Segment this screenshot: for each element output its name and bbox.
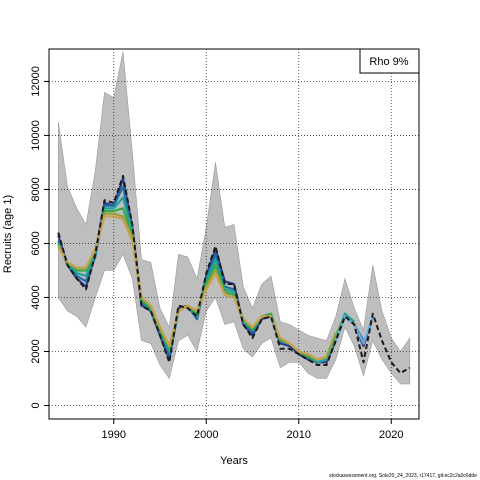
y-tick-label: 10000 (30, 120, 42, 151)
legend: Rho 9% (359, 48, 420, 74)
axes: 1990 2000 2010 2020 0 2000 4000 6000 8000 10000 12… (30, 66, 403, 441)
y-tick-label: 12000 (30, 66, 42, 97)
x-tick-label: 1990 (102, 429, 126, 441)
footer-credit: stockassessment.org, Sole20_24_2023, r17… (329, 473, 477, 479)
confidence-band-area (58, 51, 411, 385)
y-tick-label: 2000 (30, 339, 42, 363)
series-lines (57, 174, 411, 375)
y-tick-label: 8000 (30, 177, 42, 201)
x-axis-label: Years (220, 455, 248, 467)
plot-frame (48, 48, 420, 420)
y-axis-label: Recruits (age 1) (2, 195, 14, 273)
x-tick-label: 2020 (379, 429, 403, 441)
y-tick-label: 0 (30, 402, 42, 408)
y-tick-label: 6000 (30, 231, 42, 255)
x-tick-label: 2010 (287, 429, 311, 441)
legend-box (359, 48, 420, 74)
confidence-band (58, 51, 411, 385)
legend-label: Rho 9% (369, 56, 408, 68)
y-tick-label: 4000 (30, 285, 42, 309)
series-line (57, 215, 327, 361)
x-tick-label: 2000 (194, 429, 218, 441)
